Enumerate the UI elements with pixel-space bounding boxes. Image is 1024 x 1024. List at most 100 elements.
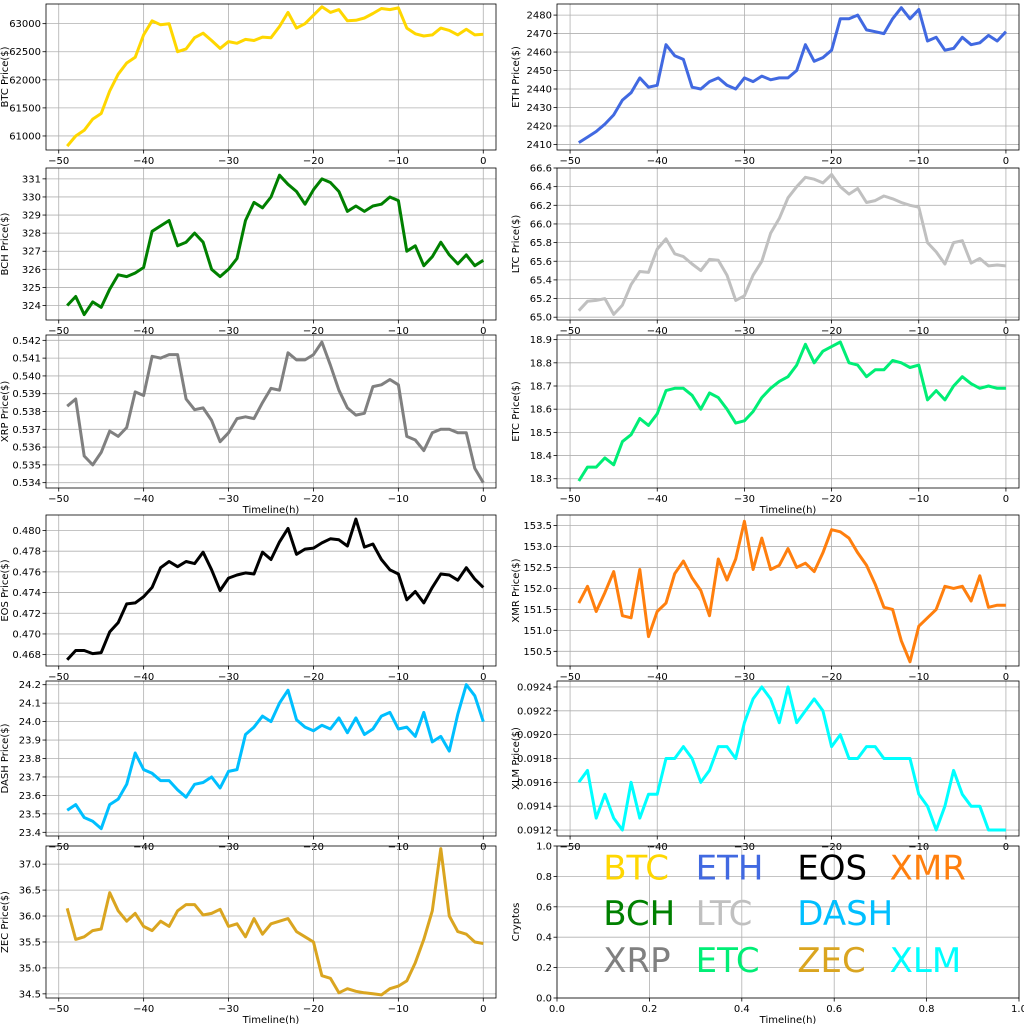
- legend-entry-eth: ETH: [696, 848, 764, 888]
- eos-ytick-label: 0.476: [12, 567, 41, 578]
- xrp-ytick-label: 0.540: [12, 371, 41, 382]
- legend-entry-btc: BTC: [603, 848, 669, 888]
- zec-ytick-label: 35.0: [19, 963, 41, 974]
- series-line-etc: [577, 340, 1006, 482]
- ltc-ytick-label: 66.4: [530, 182, 552, 193]
- eth-ytick-label: 2480: [527, 11, 552, 22]
- xmr-frame: [556, 514, 1020, 667]
- etc-ytick-label: 18.6: [530, 405, 552, 416]
- xlm-ytick-label: 0.0916: [517, 778, 552, 789]
- zec-xtick-label: 0: [480, 1004, 486, 1015]
- btc-frame: [45, 3, 497, 151]
- series-line-eos: [66, 517, 485, 661]
- legend-entry-eos: EOS: [797, 848, 867, 888]
- zec-xtick-label: −10: [388, 1004, 409, 1015]
- eos-ylabel: EOS Price($): [0, 559, 11, 621]
- zec-frame: [45, 845, 497, 999]
- chart-eth: −50 −40 −30 −20 −10 0 2410 2420 2430 2440 2450 2460…: [511, 3, 1020, 167]
- bch-xtick-label: −40: [133, 326, 154, 337]
- zec-xlabel: Timeline(h): [242, 1015, 300, 1024]
- etc-xtick-label: −50: [560, 494, 581, 505]
- xlm-xtick-label: −20: [821, 842, 842, 853]
- etc-xlabel: Timeline(h): [759, 505, 817, 516]
- chart-zec: −50 −40 −30 −20 −10 0 34.5 35.0 35.5 36.0 36.5 37.0…: [0, 845, 497, 1024]
- chart-xlm: −50 −40 −30 −20 −10 0 0.0912 0.0914 0.0916 0.0918…: [511, 680, 1020, 853]
- dash-ytick-label: 23.6: [19, 791, 41, 802]
- ltc-ytick-label: 65.6: [530, 257, 552, 268]
- bch-ytick-label: 329: [22, 211, 41, 222]
- eth-ytick-label: 2410: [527, 140, 552, 151]
- xmr-xtick-label: −10: [908, 672, 929, 683]
- dash-ytick-label: 24.0: [19, 717, 41, 728]
- ltc-ylabel: LTC Price($): [511, 215, 522, 274]
- legend-ytick-label: 0.8: [536, 872, 552, 883]
- ltc-ytick-label: 65.8: [530, 238, 552, 249]
- series-line-eth: [577, 6, 1007, 144]
- eth-xtick-label: −50: [560, 156, 581, 167]
- xrp-ytick-label: 0.534: [12, 478, 41, 489]
- xmr-xtick-label: −40: [647, 672, 668, 683]
- legend-ytick-label: 0.6: [536, 902, 552, 913]
- chart-ltc: −50 −40 −30 −20 −10 0 65.0 65.2 65.4 65.6 65.8 66.0…: [511, 164, 1020, 337]
- ltc-ytick-label: 66.0: [530, 219, 552, 230]
- ltc-xtick-label: −20: [821, 326, 842, 337]
- etc-ytick-label: 18.7: [530, 382, 552, 393]
- series-line-dash: [66, 683, 485, 831]
- chart-bch: −50 −40 −30 −20 −10 0 324 325 326 327 328 329 330 331…: [0, 167, 497, 337]
- ltc-ytick-label: 65.0: [530, 313, 552, 324]
- eth-ytick-label: 2460: [527, 48, 552, 59]
- xmr-xtick-label: 0: [1003, 672, 1009, 683]
- zec-xtick-label: −50: [48, 1004, 69, 1015]
- eth-xtick-label: −10: [908, 156, 929, 167]
- zec-xtick-label: −30: [218, 1004, 239, 1015]
- zec-ylabel: ZEC Price($): [0, 891, 11, 953]
- btc-ytick-label: 61000: [9, 131, 41, 142]
- etc-xtick-label: −40: [647, 494, 668, 505]
- etc-ylabel: ETC Price($): [511, 381, 522, 442]
- etc-xtick-label: 0: [1003, 494, 1009, 505]
- legend-entry-xrp: XRP: [603, 941, 670, 981]
- legend-xtick-label: 0.0: [549, 1004, 565, 1015]
- btc-ylabel: BTC Price($): [0, 46, 11, 107]
- legend-entry-etc: ETC: [696, 941, 760, 981]
- eos-ytick-label: 0.480: [12, 526, 41, 537]
- dash-ytick-label: 23.7: [19, 772, 41, 783]
- xmr-ytick-label: 152.5: [523, 563, 552, 574]
- etc-ytick-label: 18.4: [530, 451, 552, 462]
- xlm-ytick-label: 0.0918: [517, 754, 552, 765]
- legend-ytick-label: 1.0: [536, 842, 552, 853]
- chart-btc: −50 −40 −30 −20 −10 0 61000 61500 62000 62500 6300…: [0, 3, 497, 167]
- bch-frame: [45, 167, 497, 321]
- xmr-ytick-label: 151.0: [523, 626, 552, 637]
- eth-xtick-label: 0: [1003, 156, 1009, 167]
- dash-ytick-label: 24.1: [19, 699, 41, 710]
- chart-xrp: −50 −40 −30 −20 −10 0 0.534 0.535 0.536 0.537 0.53…: [0, 334, 497, 516]
- xmr-xtick-label: −30: [734, 672, 755, 683]
- xrp-ytick-label: 0.536: [12, 443, 41, 454]
- series-line-xmr: [577, 519, 1006, 664]
- eos-ytick-label: 0.468: [12, 650, 41, 661]
- dash-ytick-label: 23.5: [19, 809, 41, 820]
- zec-xtick-label: −20: [303, 1004, 324, 1015]
- legend-entry-ltc: LTC: [696, 894, 753, 934]
- zec-xtick-label: −40: [133, 1004, 154, 1015]
- bch-ytick-label: 326: [22, 265, 41, 276]
- legend-xtick-label: 0.4: [734, 1004, 750, 1015]
- eos-ytick-label: 0.474: [12, 588, 41, 599]
- legend-xtick-label: 0.6: [826, 1004, 842, 1015]
- eth-xtick-label: −40: [647, 156, 668, 167]
- bch-ytick-label: 327: [22, 247, 41, 258]
- ltc-ytick-label: 65.4: [530, 275, 552, 286]
- eth-ylabel: ETH Price($): [511, 46, 522, 108]
- ltc-xtick-label: −40: [647, 326, 668, 337]
- ltc-xtick-label: −10: [908, 326, 929, 337]
- eth-ytick-label: 2420: [527, 121, 552, 132]
- xrp-xtick-label: −50: [48, 494, 69, 505]
- xrp-xtick-label: −30: [218, 494, 239, 505]
- bch-ytick-label: 325: [22, 283, 41, 294]
- bch-ytick-label: 328: [22, 229, 41, 240]
- ltc-xtick-label: −50: [560, 326, 581, 337]
- xlm-frame: [556, 680, 1020, 837]
- xlm-ylabel: XLM Price($): [511, 727, 522, 790]
